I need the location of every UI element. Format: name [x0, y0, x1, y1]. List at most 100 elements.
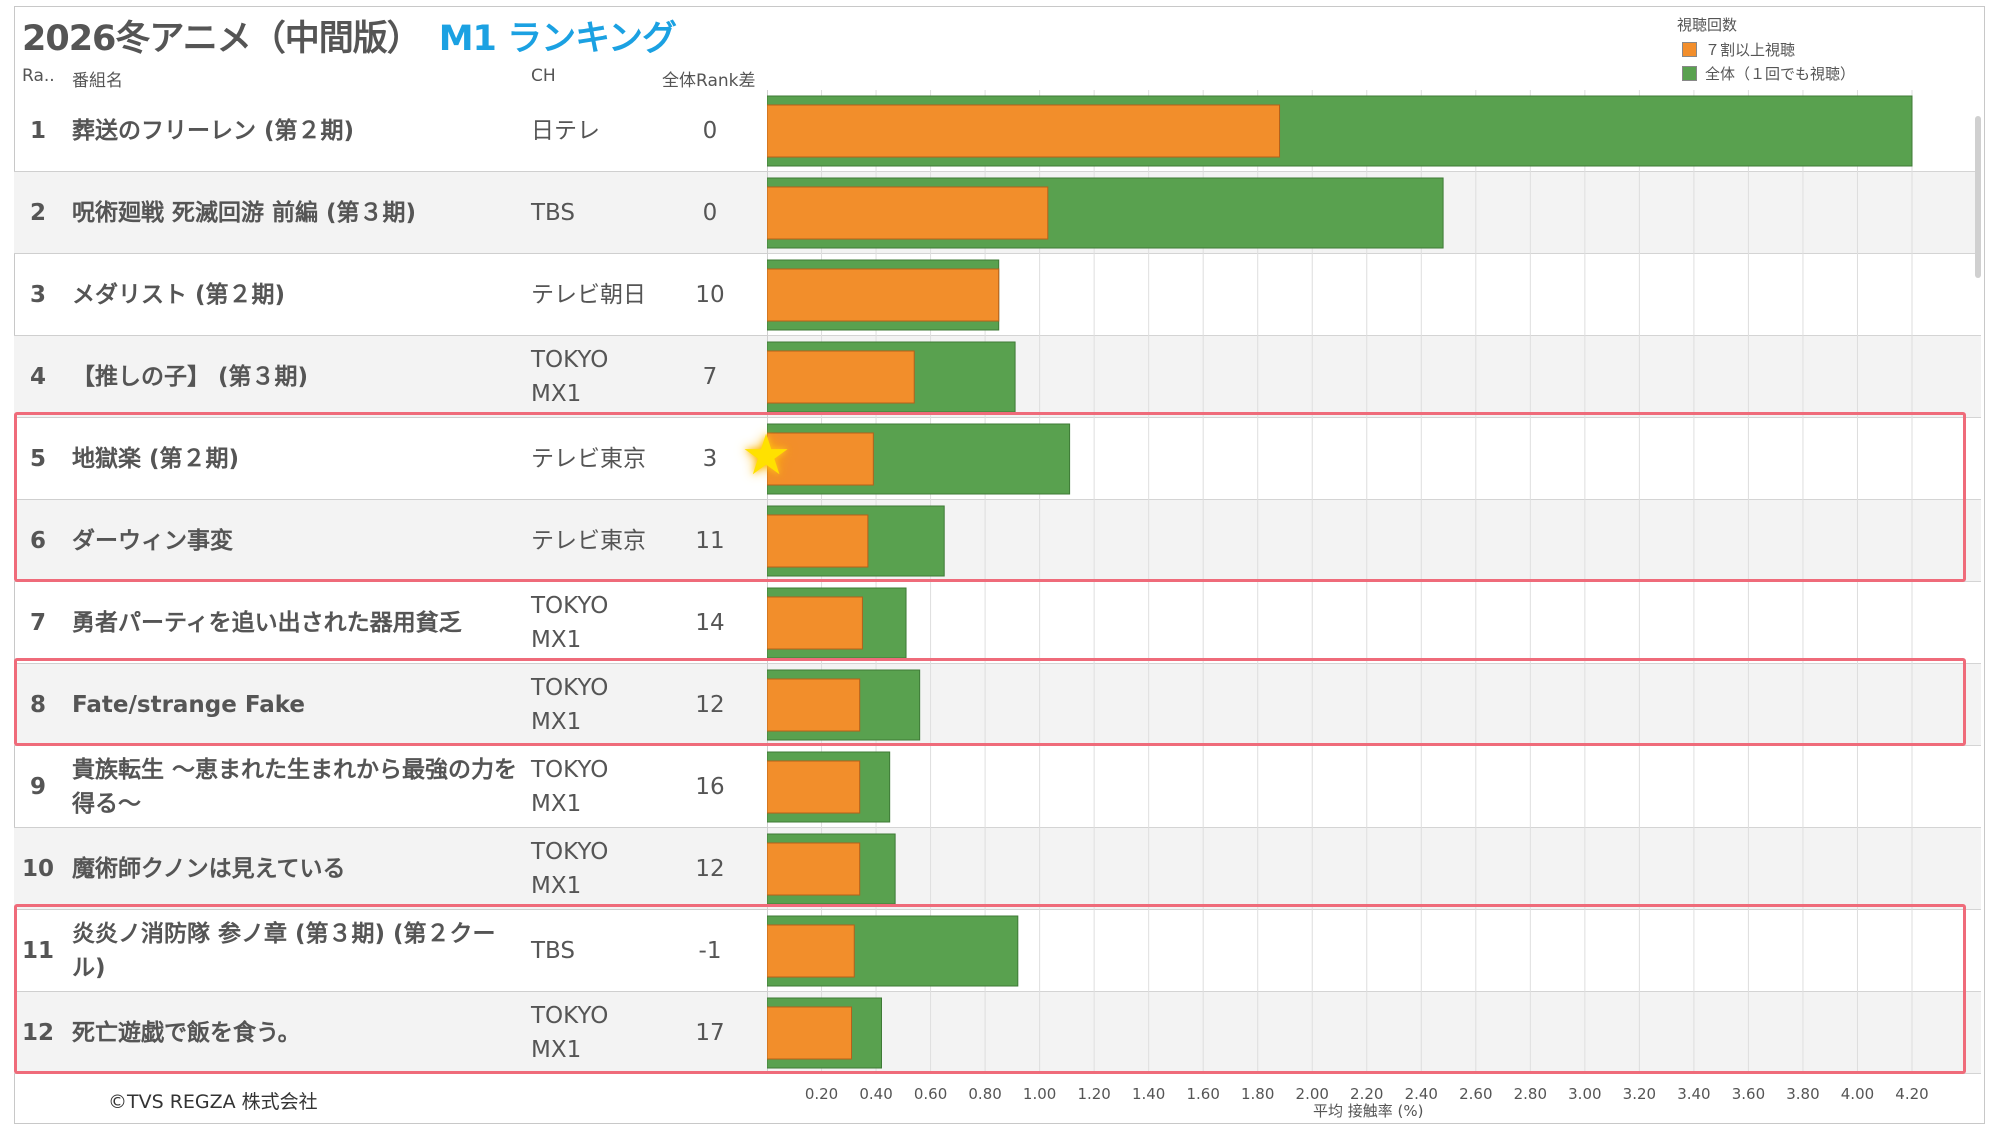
legend-item-over70[interactable]: ７割以上視聴 — [1682, 39, 1795, 60]
rank-cell: 8 — [29, 692, 46, 718]
program-name-cell: 【推しの子】 (第３期) — [72, 364, 309, 390]
table-row[interactable]: 6 ダーウィン事変 テレビ東京 11 — [14, 500, 767, 582]
x-axis-title: 平均 接触率 (%) — [1313, 1102, 1424, 1120]
vertical-scrollbar[interactable] — [1975, 116, 1981, 278]
header-diff[interactable]: 全体Rank差 — [662, 71, 756, 91]
table-row[interactable]: 1 葬送のフリーレン (第２期) 日テレ 0 — [14, 90, 767, 172]
rank-cell: 10 — [21, 856, 54, 882]
plot-row-bg — [767, 664, 1981, 746]
rank-diff-cell: 7 — [702, 364, 718, 390]
bar-over70 — [767, 350, 915, 404]
x-tick-label: 3.40 — [1677, 1085, 1711, 1103]
bar-over70 — [767, 596, 863, 650]
table-row[interactable]: 10 魔術師クノンは見えている TOKYO MX1 12 — [14, 828, 767, 910]
star-icon: ★ — [741, 423, 792, 488]
plot-row-bg — [767, 746, 1981, 828]
x-tick-label: 3.20 — [1622, 1085, 1657, 1103]
table-row[interactable]: 2 呪術廻戦 死滅回游 前編 (第３期) TBS 0 — [14, 172, 767, 254]
page-title: 2026冬アニメ（中間版） M1 ランキング — [22, 10, 677, 61]
header-ch[interactable]: CH — [531, 66, 556, 86]
table-row[interactable]: 9 貴族転生 ～恵まれた生まれから最強の力を得る～ TOKYO MX1 16 — [14, 746, 767, 828]
table-row[interactable]: 3 メダリスト (第２期) テレビ朝日 10 — [14, 254, 767, 336]
program-name-cell: 勇者パーティを追い出された器用貧乏 — [72, 610, 462, 636]
channel-cell: TOKYO MX1 — [531, 675, 609, 735]
rank-diff-cell: 12 — [695, 856, 725, 882]
program-name-cell: ダーウィン事変 — [72, 528, 233, 554]
legend-swatch-green — [1682, 66, 1697, 81]
table-row[interactable]: 11 炎炎ノ消防隊 参ノ章 (第３期) (第２クール) TBS -1 — [14, 910, 767, 992]
plot-row-bg — [767, 992, 1981, 1074]
table-row[interactable]: 4 【推しの子】 (第３期) TOKYO MX1 7 — [14, 336, 767, 418]
channel-cell: 日テレ — [531, 118, 600, 144]
legend-label: ７割以上視聴 — [1705, 41, 1796, 59]
legend-item-total[interactable]: 全体（１回でも視聴） — [1682, 63, 1855, 84]
channel-cell: TOKYO MX1 — [531, 757, 609, 817]
x-tick-label: 2.80 — [1513, 1085, 1548, 1103]
channel-cell: テレビ朝日 — [531, 282, 646, 308]
rank-diff-cell: 11 — [695, 528, 725, 554]
x-tick-label: 0.80 — [968, 1085, 1002, 1103]
header-rank[interactable]: Ra.. — [22, 66, 55, 86]
x-tick-label: 2.20 — [1350, 1085, 1384, 1103]
channel-cell: TOKYO MX1 — [531, 839, 609, 899]
table-row[interactable]: 7 勇者パーティを追い出された器用貧乏 TOKYO MX1 14 — [14, 582, 767, 664]
rank-diff-cell: 14 — [695, 610, 725, 636]
x-tick-label: 3.60 — [1731, 1085, 1766, 1103]
rank-diff-cell: 16 — [695, 774, 725, 800]
x-tick-label: 1.80 — [1241, 1085, 1275, 1103]
table-row[interactable]: 12 死亡遊戯で飯を食う。 TOKYO MX1 17 — [14, 992, 767, 1074]
channel-cell: TOKYO MX1 — [531, 1003, 609, 1063]
table-row[interactable]: 5 地獄楽 (第２期) テレビ東京 3 — [14, 418, 767, 500]
rank-diff-cell: 3 — [702, 446, 718, 472]
bar-over70 — [767, 842, 861, 896]
x-tick-label: 2.00 — [1295, 1085, 1329, 1103]
legend-title: 視聴回数 — [1677, 16, 1738, 34]
bar-over70 — [767, 760, 861, 814]
program-name-cell: 死亡遊戯で飯を食う。 — [72, 1020, 301, 1046]
rank-cell: 12 — [21, 1020, 54, 1046]
bar-over70 — [767, 514, 869, 568]
header-name[interactable]: 番組名 — [72, 71, 123, 91]
bar-over70 — [767, 104, 1281, 158]
rank-cell: 2 — [29, 200, 46, 226]
x-tick-label: 4.00 — [1840, 1085, 1875, 1103]
x-tick-label: 2.40 — [1404, 1085, 1438, 1103]
program-name-cell: 呪術廻戦 死滅回游 前編 (第３期) — [72, 200, 417, 226]
channel-cell: TOKYO MX1 — [531, 593, 609, 653]
bar-chart: 0.20 0.40 0.60 0.80 1.00 1.20 1.40 1.60 1.80 2.00… — [767, 90, 1981, 1103]
legend-label: 全体（１回でも視聴） — [1705, 65, 1856, 83]
bar-over70 — [767, 268, 1000, 322]
bar-over70 — [767, 924, 855, 978]
bar-over70 — [767, 186, 1049, 240]
x-tick-label: 1.20 — [1077, 1085, 1111, 1103]
rank-cell: 7 — [29, 610, 46, 636]
bar-chart-svg — [767, 90, 1981, 1074]
rank-diff-cell: -1 — [698, 938, 722, 964]
title-main: 2026冬アニメ（中間版） — [22, 19, 422, 59]
x-tick-label: 1.60 — [1186, 1085, 1220, 1103]
title-sub: M1 ランキング — [438, 19, 677, 59]
channel-cell: TBS — [531, 938, 576, 964]
channel-cell: TOKYO MX1 — [531, 347, 609, 407]
program-name-cell: 地獄楽 (第２期) — [72, 446, 240, 472]
channel-cell: テレビ東京 — [531, 528, 646, 554]
copyright-text: ©TVS REGZA 株式会社 — [108, 1091, 318, 1113]
rank-cell: 3 — [29, 282, 46, 308]
x-tick-label: 0.40 — [859, 1085, 893, 1103]
rank-cell: 4 — [29, 364, 46, 390]
bar-over70 — [767, 432, 874, 486]
bar-over70 — [767, 678, 861, 732]
rank-diff-cell: 0 — [702, 118, 718, 144]
rank-diff-cell: 17 — [695, 1020, 725, 1046]
x-tick-label: 1.40 — [1131, 1085, 1166, 1103]
table-row[interactable]: 8 Fate/strange Fake TOKYO MX1 12 — [14, 664, 767, 746]
plot-row-bg — [767, 828, 1981, 910]
rank-cell: 6 — [29, 528, 46, 554]
plot-row-bg — [767, 582, 1981, 664]
rank-cell: 1 — [29, 118, 46, 144]
x-tick-label: 0.60 — [913, 1085, 948, 1103]
rank-cell: 9 — [29, 774, 46, 800]
x-tick-label: 1.00 — [1022, 1085, 1057, 1103]
program-name-cell: 貴族転生 ～恵まれた生まれから最強の力を得る～ — [72, 757, 518, 817]
bar-over70 — [767, 1006, 853, 1060]
